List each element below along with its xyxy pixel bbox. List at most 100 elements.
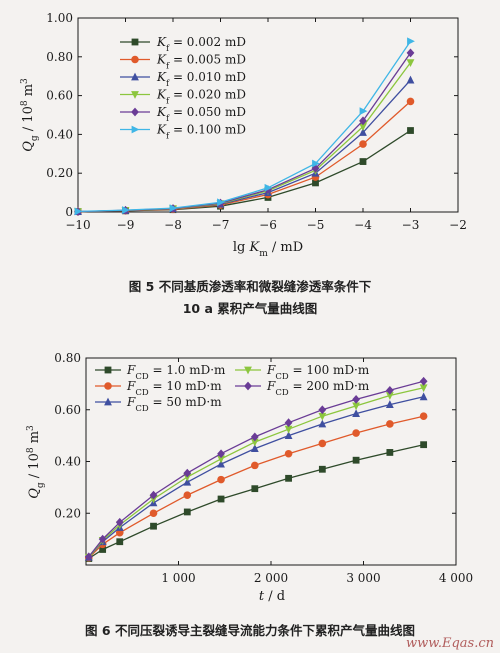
watermark: www.Eqas.cn	[406, 636, 494, 651]
x-tick-label: −4	[354, 218, 372, 232]
x-tick-label: −2	[449, 218, 467, 232]
data-point-s3	[352, 409, 360, 418]
y-axis-label: Qg / 108 m3	[26, 425, 46, 499]
legend-label-4: FCD = 100 mD·m	[266, 363, 370, 382]
data-point-s1	[386, 449, 394, 456]
y-tick-label: 0.60	[46, 89, 73, 103]
data-point-s6	[122, 206, 130, 214]
y-tick-label: 0.40	[46, 127, 73, 141]
y-tick-label: 0	[65, 205, 73, 219]
x-tick-label: −6	[259, 218, 277, 232]
data-point-s1	[352, 456, 360, 464]
legend-label-5: FCD = 200 mD·m	[266, 379, 370, 398]
data-point-s2	[217, 475, 225, 484]
data-point-s1	[285, 474, 292, 482]
data-point-s3	[406, 75, 415, 84]
legend-marker-5	[244, 381, 252, 391]
figure-5-caption-line-1: 图 5 不同基质渗透率和微裂缝渗透率条件下	[128, 279, 372, 294]
data-point-s1	[318, 465, 326, 473]
legend-marker-1	[131, 38, 139, 46]
data-point-s4	[250, 438, 259, 447]
legend-label-5: Kf = 0.050 mD	[156, 105, 246, 124]
x-tick-label: 2 000	[254, 571, 288, 585]
figure-6-caption: 图 6 不同压裂诱导主裂缝导流能力条件下累积产气量曲线图	[85, 623, 415, 638]
data-point-s2	[419, 412, 428, 421]
data-point-s5	[149, 490, 158, 500]
data-point-s3	[385, 400, 394, 408]
data-point-s5	[318, 405, 327, 415]
legend-marker-3	[131, 72, 139, 81]
data-point-s3	[183, 477, 192, 486]
x-axis-label: t / d	[259, 589, 285, 604]
legend-label-6: Kf = 0.100 mD	[156, 123, 246, 142]
data-point-s6	[74, 207, 83, 216]
data-point-s2	[359, 140, 367, 148]
data-point-s3	[318, 419, 327, 428]
data-point-s6	[169, 204, 178, 213]
x-axis-label: lg Km / mD	[233, 240, 303, 259]
data-point-s1	[312, 179, 319, 187]
x-tick-label: −9	[117, 218, 135, 232]
data-point-s5	[115, 517, 124, 527]
data-point-s3	[419, 392, 428, 401]
legend-marker-2	[131, 55, 139, 64]
legend-label-3: Kf = 0.010 mD	[156, 70, 246, 89]
data-point-s4	[385, 392, 394, 400]
data-point-s2	[251, 461, 259, 470]
data-point-s3	[250, 444, 259, 452]
data-point-s1	[407, 127, 414, 134]
x-tick-label: 1 000	[161, 571, 195, 585]
legend-label-2: Kf = 0.005 mD	[156, 53, 246, 72]
data-point-s5	[419, 376, 428, 386]
y-tick-label: 0.20	[46, 166, 73, 180]
data-point-s4	[284, 425, 293, 434]
data-point-s1	[99, 546, 107, 553]
legend-marker-4	[244, 366, 252, 375]
data-point-s2	[352, 429, 360, 437]
legend-marker-2	[104, 382, 112, 390]
y-tick-label: 1.00	[46, 11, 73, 25]
data-point-s1	[150, 522, 157, 530]
chart-5-cumulative-gas-vs-matrix-permeability: −10 −9 −8 −7 −6 −5 −4 −3 −2 0 0.20 0.40 0.60 0.80 1.00…	[20, 11, 467, 259]
x-tick-label: 3 000	[346, 571, 380, 585]
data-point-s2	[183, 491, 192, 499]
data-point-s4	[217, 455, 225, 464]
y-tick-label: 0.80	[46, 50, 73, 64]
legend-label-1: FCD = 1.0 mD·m	[126, 363, 226, 382]
x-tick-label: −10	[65, 218, 90, 232]
y-axis-label: Qg / 108 m3	[20, 78, 40, 152]
figure-5-caption-line-2: 10 a 累积产气量曲线图	[182, 301, 318, 316]
series-line-4	[88, 387, 424, 558]
data-point-s6	[264, 183, 273, 192]
series-line-1	[88, 444, 424, 560]
data-point-s6	[359, 107, 368, 116]
legend-marker-6	[131, 125, 140, 134]
data-point-s5	[284, 418, 293, 428]
data-point-s2	[149, 509, 158, 518]
data-point-s1	[420, 441, 428, 449]
data-point-s5	[183, 468, 192, 478]
x-tick-label: 4 000	[439, 571, 473, 585]
legend-marker-5	[131, 107, 139, 117]
legend-label-2: FCD = 10 mD·m	[126, 379, 222, 398]
data-point-s6	[312, 159, 320, 168]
data-point-s4	[318, 412, 327, 421]
series-line-4	[77, 62, 412, 213]
data-point-s5	[98, 534, 107, 544]
data-point-s4	[419, 384, 428, 393]
data-point-s6	[407, 37, 415, 46]
legend-label-1: Kf = 0.002 mD	[156, 35, 246, 54]
x-tick-label: −7	[212, 218, 230, 232]
legend-marker-1	[104, 366, 112, 374]
data-point-s5	[311, 163, 320, 173]
data-point-s2	[386, 420, 394, 428]
legend-marker-3	[104, 397, 112, 406]
data-point-s5	[250, 432, 259, 442]
data-point-s2	[406, 97, 415, 106]
legend-marker-4	[131, 91, 139, 99]
x-tick-label: −3	[402, 218, 420, 232]
series-line-6	[77, 40, 412, 213]
data-point-s3	[217, 459, 225, 468]
data-point-s2	[318, 439, 327, 448]
chart-6-cumulative-gas-vs-time: 1 000 2 000 3 000 4 000 0.20 0.40 0.60 0.80 FCD …	[26, 351, 473, 604]
